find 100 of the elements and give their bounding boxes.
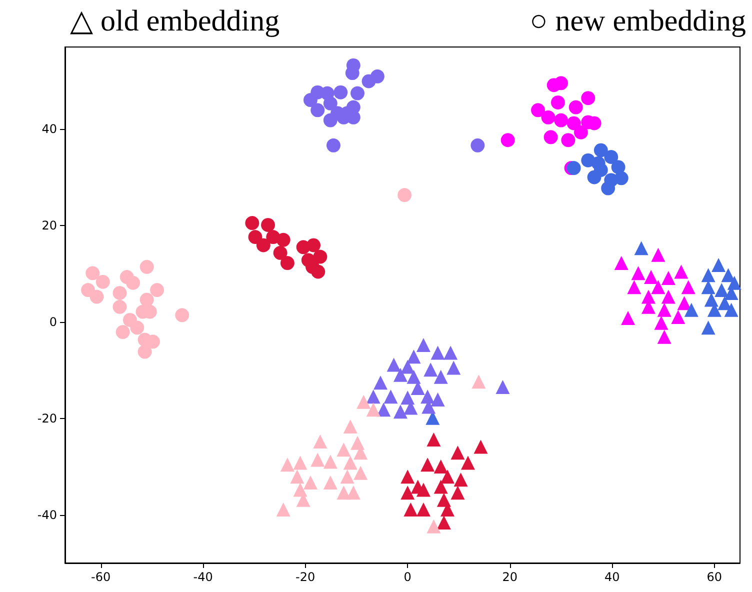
point — [346, 486, 360, 500]
point — [426, 432, 441, 447]
point — [248, 230, 262, 244]
y-tick-label: 0 — [49, 314, 57, 329]
point — [310, 103, 325, 118]
point — [550, 95, 565, 110]
point — [701, 320, 716, 335]
point — [701, 268, 716, 282]
point — [116, 325, 130, 339]
point — [684, 302, 698, 317]
point — [681, 280, 696, 294]
point — [416, 482, 430, 497]
point — [290, 470, 304, 484]
point — [350, 86, 364, 100]
x-tick-label: 0 — [404, 570, 412, 584]
point — [293, 482, 308, 497]
point — [376, 402, 391, 417]
point — [541, 110, 556, 124]
point — [601, 181, 616, 196]
point — [661, 290, 676, 304]
point — [561, 133, 576, 148]
point — [436, 515, 451, 530]
y-tick-label: -40 — [37, 508, 57, 522]
point — [554, 76, 568, 90]
point — [657, 302, 672, 317]
point — [454, 472, 468, 487]
point — [531, 103, 546, 118]
point — [310, 452, 325, 467]
point — [661, 270, 676, 285]
point — [544, 130, 558, 144]
point — [340, 470, 354, 484]
point — [400, 360, 415, 374]
point — [326, 138, 340, 152]
point — [604, 150, 618, 164]
x-tick-label: -20 — [296, 570, 316, 584]
point — [434, 480, 448, 494]
point — [434, 460, 448, 474]
point — [566, 161, 581, 176]
point — [581, 91, 596, 106]
point — [657, 330, 672, 344]
point — [450, 446, 465, 460]
point — [303, 93, 318, 108]
point — [651, 248, 666, 262]
point — [470, 138, 485, 152]
point — [384, 390, 398, 404]
point — [130, 320, 144, 335]
point — [712, 258, 726, 272]
point — [634, 241, 648, 256]
point — [245, 216, 260, 230]
point — [611, 160, 626, 174]
point — [420, 390, 435, 404]
point — [426, 519, 441, 534]
point — [261, 218, 276, 232]
point — [591, 156, 606, 170]
point — [627, 280, 642, 294]
point — [86, 266, 100, 280]
point — [323, 96, 338, 110]
point — [336, 442, 351, 457]
y-tick-label: 40 — [42, 122, 57, 136]
point — [256, 238, 270, 252]
point — [138, 344, 152, 359]
point — [631, 266, 646, 280]
point — [440, 470, 454, 484]
point — [303, 475, 318, 490]
x-tick-label: 60 — [706, 570, 722, 584]
point — [280, 458, 294, 472]
point — [354, 466, 368, 480]
point — [460, 456, 475, 470]
point — [362, 74, 376, 88]
point — [140, 260, 154, 274]
x-tick-label: -40 — [193, 570, 213, 584]
point — [671, 310, 686, 324]
y-tick-label: 20 — [42, 218, 57, 232]
point — [444, 346, 458, 360]
point — [345, 66, 360, 80]
x-tick-label: 40 — [604, 570, 620, 584]
point — [112, 300, 127, 314]
point — [614, 171, 628, 186]
point — [554, 113, 568, 128]
point — [500, 133, 515, 148]
point — [434, 370, 448, 384]
point — [293, 456, 308, 470]
point — [96, 274, 110, 289]
point — [280, 256, 294, 270]
point — [641, 290, 656, 304]
point — [276, 232, 290, 247]
point — [446, 360, 461, 375]
point — [424, 362, 438, 377]
point — [416, 338, 430, 352]
text: △ old embedding — [70, 4, 280, 38]
point — [472, 374, 486, 389]
point — [724, 302, 738, 317]
point — [654, 316, 668, 330]
point — [313, 434, 328, 448]
point — [406, 350, 421, 364]
point — [140, 292, 154, 307]
point — [416, 502, 430, 516]
x-tick-label: 20 — [502, 570, 518, 584]
point — [568, 100, 583, 114]
point — [343, 456, 358, 470]
